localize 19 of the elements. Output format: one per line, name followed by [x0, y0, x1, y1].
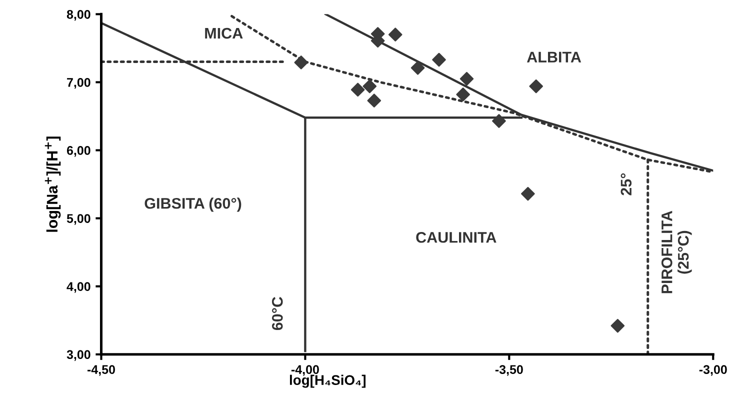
y-tick-label: 5,00	[66, 214, 90, 225]
y-tick-label: 7,00	[67, 78, 90, 89]
x-tick-label: -3,00	[699, 365, 727, 376]
x-axis-title: log[H₄SiO₄]	[290, 374, 366, 388]
annotation: MICA	[205, 28, 243, 39]
y-tick-label: 6,00	[66, 146, 90, 157]
y-tick-label: 4,00	[66, 282, 90, 293]
annotation: GIBSITA (60°)	[144, 198, 242, 212]
x-tick-label: -4,00	[291, 365, 319, 376]
y-tick-label: 8,00	[66, 10, 90, 21]
y-axis-title: log[Na$^{+}$]/[H$^{+}$]	[44, 136, 61, 232]
x-tick-label: -4,50	[87, 365, 115, 376]
annotation: 60°C	[272, 296, 283, 330]
annotation: PIROFILITA (25°C)	[661, 210, 692, 294]
annotation: ALBITA	[526, 52, 582, 62]
annotation: 25°	[620, 173, 632, 196]
annotation: CAULINITA	[416, 232, 496, 243]
x-tick-label: -3,50	[495, 365, 523, 376]
y-tick-label: 3,00	[66, 350, 90, 361]
